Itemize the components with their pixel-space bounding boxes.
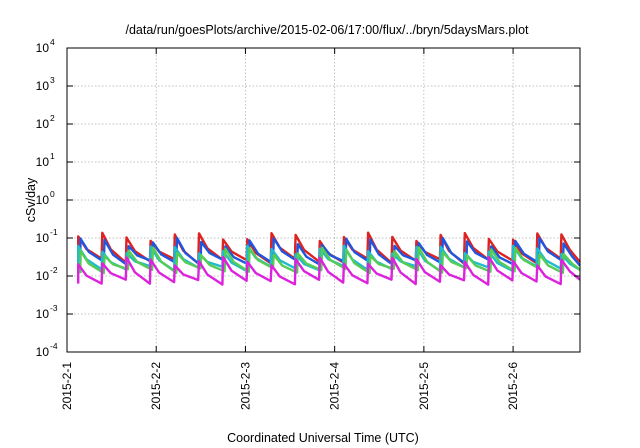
series-line bbox=[79, 236, 581, 267]
y-tick-label: 10 bbox=[36, 193, 50, 207]
x-tick-label: 2015-2-2 bbox=[149, 362, 163, 410]
y-tick-label: 10 bbox=[36, 307, 50, 321]
y-tick-exponent: -4 bbox=[50, 341, 58, 351]
y-axis-label: cSv/day bbox=[24, 177, 38, 222]
series-line bbox=[79, 246, 581, 275]
y-tick-exponent: 4 bbox=[50, 37, 55, 47]
x-axis-label: Coordinated Universal Time (UTC) bbox=[227, 431, 419, 445]
series-line bbox=[77, 256, 581, 286]
y-tick-exponent: -2 bbox=[50, 265, 58, 275]
x-axis: 2015-2-1 2015-2-2 2015-2-3 2015-2-4 2015-2-5… bbox=[60, 48, 520, 410]
y-tick-label: 10 bbox=[36, 79, 50, 93]
y-tick-label: 10 bbox=[36, 117, 50, 131]
series-line bbox=[77, 244, 581, 273]
y-tick-exponent: 3 bbox=[50, 75, 55, 85]
y-tick-label: 10 bbox=[36, 269, 50, 283]
y-tick-label: 10 bbox=[36, 345, 50, 359]
y-tick-exponent: -1 bbox=[50, 227, 58, 237]
y-tick-exponent: 0 bbox=[50, 189, 55, 199]
y-tick-label: 10 bbox=[36, 231, 50, 245]
y-tick-exponent: -3 bbox=[50, 303, 58, 313]
chart-title: /data/run/goesPlots/archive/2015-02-06/1… bbox=[125, 23, 529, 37]
y-tick-label: 10 bbox=[36, 41, 50, 55]
x-tick-label: 2015-2-6 bbox=[506, 362, 520, 410]
y-tick-label: 10 bbox=[36, 155, 50, 169]
y-tick-exponent: 1 bbox=[50, 151, 55, 161]
x-tick-label: 2015-2-4 bbox=[328, 362, 342, 410]
series-layer bbox=[77, 231, 581, 286]
x-tick-label: 2015-2-5 bbox=[417, 362, 431, 410]
x-tick-label: 2015-2-1 bbox=[60, 362, 74, 410]
x-tick-label: 2015-2-3 bbox=[238, 362, 252, 410]
y-tick-exponent: 2 bbox=[50, 113, 55, 123]
grid bbox=[67, 48, 580, 352]
